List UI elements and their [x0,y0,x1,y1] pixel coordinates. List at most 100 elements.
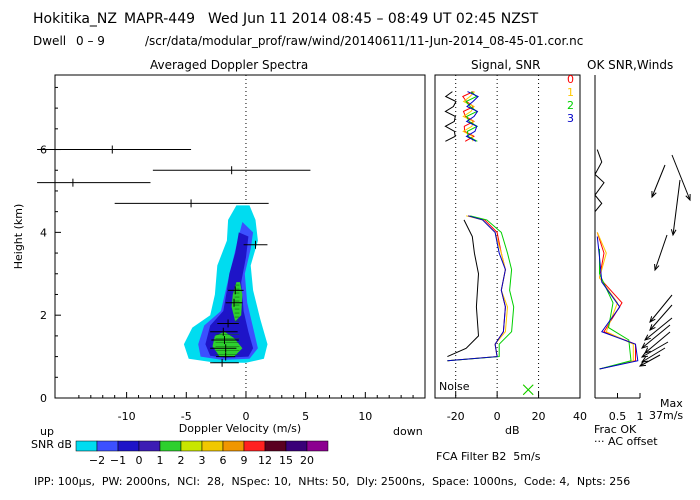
ac-offset-label: ··· AC offset [594,435,658,448]
signal-upper-3 [465,91,479,142]
signal-series-2 [447,215,515,362]
snr-contour-4 [212,331,243,357]
colorbar-swatch [138,440,161,452]
colorbar-label: 12 [258,454,272,467]
signal-marker [522,384,534,396]
ok-upper-trace [594,149,605,212]
x-tick-label: 10 [358,410,372,423]
colorbar-swatch [201,440,224,452]
signal-series-Noise [447,219,480,358]
colorbar-swatch [306,440,329,452]
legend-range-1: 1 [567,86,574,99]
spectra-frame [54,74,426,399]
colorbar-label: 1 [157,454,164,467]
colorbar-swatch [96,440,119,452]
file-path: /scr/data/modular_prof/raw/wind/20140611… [145,34,584,48]
wind-vector [641,347,666,363]
legend-range-0: 0 [567,73,574,86]
max-label: Max [660,397,683,410]
spectra-title: Averaged Doppler Spectra [150,58,309,72]
x-axis-label: Doppler Velocity (m/s) [179,422,301,435]
radar-name: MAPR-449 [124,11,196,27]
ok-snr-plot: 0.5 1 [594,75,644,423]
x-tick-label: -5 [181,410,192,423]
wind-arrowhead [670,229,677,237]
signal-frame [434,74,581,399]
colorbar-label: 15 [279,454,293,467]
colorbar-swatch [285,440,308,452]
ok-series-3 [596,236,639,370]
colorbar-label: 0 [136,454,143,467]
colorbar-label: −1 [110,454,126,467]
wind-vector [641,324,671,349]
x-tick-label: 0 [242,410,249,423]
y-tick-label: 2 [40,309,47,322]
colorbar-swatch [180,440,203,452]
footer-params: IPP: 100μs, PW: 2000ns, NCI: 28, NSpec: … [34,475,631,488]
colorbar-label: 6 [220,454,227,467]
colorbar-label: 3 [199,454,206,467]
x-tick-label: 5 [302,410,309,423]
y-tick-label: 0 [40,392,47,405]
ok-x-tick-label: 1 [637,410,644,423]
signal-x-tick-label: 20 [532,410,546,423]
snr-contour-3 [231,282,243,322]
max-value: 37m/s [649,409,684,422]
noise-label: Noise [439,380,470,393]
wind-barbs [638,154,691,367]
db-axis-label: dB [505,424,520,437]
wind-vector [649,294,673,323]
y-tick-label: 4 [40,226,47,239]
signal-x-tick-label: -20 [447,410,465,423]
wind-vector [672,179,681,236]
wind-vector [671,154,691,201]
colorbar-label: 2 [178,454,185,467]
wind-arrowhead [654,263,660,272]
ok-series-2 [599,248,632,370]
y-tick-label: 6 [40,144,47,157]
wind-arrowhead [641,342,648,349]
signal-x-tick-label: 0 [494,410,501,423]
fca-filter-label: FCA Filter B2 5m/s [436,450,541,463]
signal-upper-Noise [444,91,457,142]
ok-series-0 [596,232,636,370]
x-tick-label: -10 [118,410,136,423]
legend-range-2: 2 [567,99,574,112]
signal-upper-2 [465,91,479,142]
wind-vector [639,354,661,367]
signal-series-3 [447,215,506,362]
snr-colorbar: −2 −1 0 1 2 3 6 9 12 15 20 [75,440,329,467]
spectra-plot: 0 2 4 6 -10 -5 0 5 10 Doppler Velocity (m/s) Heigh… [12,74,426,435]
wind-vector [644,331,671,354]
frac-ok-label: Frac OK [594,423,637,436]
datetime: Wed Jun 11 2014 08:45 – 08:49 UT 02:45 N… [208,11,539,27]
colorbar-label: 9 [241,454,248,467]
colorbar-label: 20 [300,454,314,467]
wind-arrowhead [644,334,651,341]
ok-x-tick-label: 0.5 [609,410,627,423]
wind-vector [654,234,668,271]
snr-contour-2 [205,232,254,358]
signal-x-tick-label: 40 [573,410,587,423]
wind-arrowhead [640,356,649,363]
wind-vector [651,164,666,198]
signal-plot: -20 0 20 40 [434,74,587,423]
colorbar-swatch [264,440,287,452]
colorbar-swatch [159,440,182,452]
colorbar-swatch [222,440,245,452]
colorbar-swatch [117,440,140,452]
up-label: up [40,425,54,438]
signal-upper-1 [462,91,475,142]
wind-arrowhead [638,360,647,367]
signal-title: Signal, SNR [471,58,541,72]
colorbar-swatch [243,440,266,452]
site-name: Hokitika_NZ [33,11,117,27]
down-label: down [393,425,423,438]
wind-arrowhead [649,324,656,331]
wind-arrowhead [649,316,656,323]
dwell-label: Dwell [33,34,67,48]
wind-vector [644,317,673,341]
colorbar-swatch [75,440,98,452]
